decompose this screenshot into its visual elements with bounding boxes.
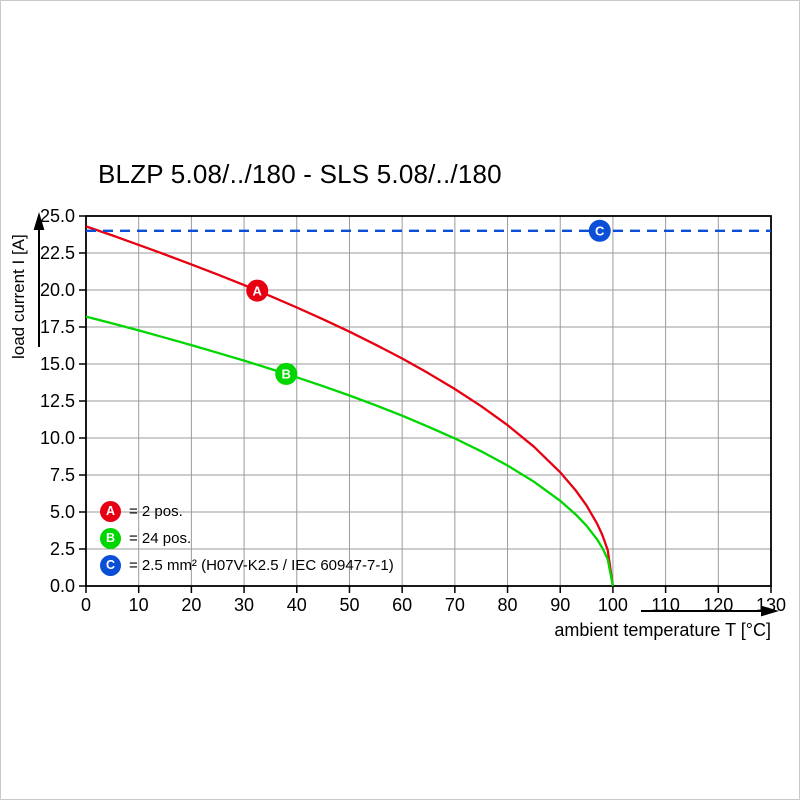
y-tick-label: 20.0 <box>40 280 75 300</box>
y-axis-arrow-head-icon <box>33 212 45 230</box>
x-tick-label: 0 <box>81 595 91 615</box>
x-tick-label: 90 <box>550 595 570 615</box>
x-tick-label: 30 <box>234 595 254 615</box>
chart-title: BLZP 5.08/../180 - SLS 5.08/../180 <box>98 159 502 189</box>
marker-b-letter: B <box>282 367 291 382</box>
y-tick-label: 7.5 <box>50 465 75 485</box>
x-tick-label: 40 <box>287 595 307 615</box>
marker-b-icon <box>275 362 298 385</box>
y-tick-label: 2.5 <box>50 539 75 559</box>
legend-label-b: = 24 pos. <box>129 530 192 547</box>
legend-marker-c-icon: C <box>100 555 121 576</box>
chart-legend: A = 2 pos. B = 24 pos. C = 2.5 mm² (H07V… <box>100 501 394 576</box>
marker-a-icon <box>246 279 269 302</box>
series-a-curve <box>85 225 615 587</box>
x-axis-label: ambient temperature T [°C] <box>554 620 771 640</box>
x-tick-label: 70 <box>445 595 465 615</box>
x-tick-label: 60 <box>392 595 412 615</box>
y-tick-label: 5.0 <box>50 502 75 522</box>
legend-label-a: = 2 pos. <box>129 503 183 520</box>
legend-marker-a-icon: A <box>100 501 121 522</box>
legend-item-c: C = 2.5 mm² (H07V-K2.5 / IEC 60947-7-1) <box>100 555 394 576</box>
x-tick-label: 10 <box>129 595 149 615</box>
y-tick-label: 10.0 <box>40 428 75 448</box>
legend-item-a: A = 2 pos. <box>100 501 394 522</box>
legend-item-b: B = 24 pos. <box>100 528 394 549</box>
x-tick-label: 80 <box>498 595 518 615</box>
x-axis-arrow-head-icon <box>761 605 779 617</box>
legend-label-c: = 2.5 mm² (H07V-K2.5 / IEC 60947-7-1) <box>129 557 394 574</box>
y-tick-label: 22.5 <box>40 243 75 263</box>
marker-c-letter: C <box>595 224 605 239</box>
marker-a-letter: A <box>253 283 263 298</box>
x-tick-label: 100 <box>598 595 628 615</box>
plot-border <box>85 215 772 587</box>
x-tick-label: 50 <box>339 595 359 615</box>
y-tick-label: 15.0 <box>40 354 75 374</box>
y-tick-label: 12.5 <box>40 391 75 411</box>
y-tick-label: 25.0 <box>40 206 75 226</box>
legend-marker-b-icon: B <box>100 528 121 549</box>
series-b-curve <box>85 315 615 587</box>
x-tick-label: 20 <box>181 595 201 615</box>
y-tick-label: 17.5 <box>40 317 75 337</box>
marker-c-icon <box>588 219 611 242</box>
y-tick-label: 0.0 <box>50 576 75 596</box>
